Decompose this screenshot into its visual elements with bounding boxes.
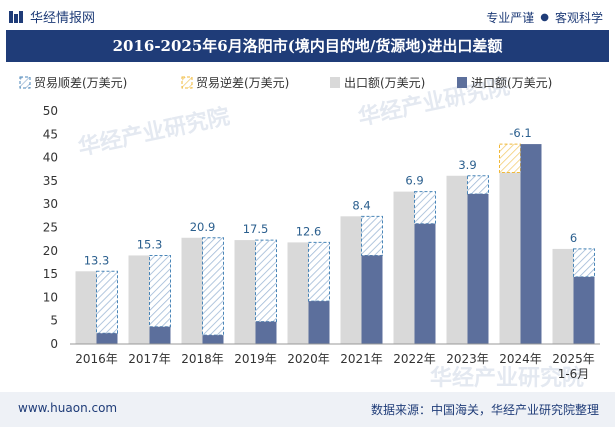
legend-swatch [330,77,340,88]
watermark-text: 华经产业研究院 [76,103,232,160]
export-bar [75,271,97,344]
x-tick-label: 2023年 [446,352,489,366]
export-bar [181,237,203,344]
balance-data-label: 15.3 [137,237,163,251]
trade-surplus-box [255,239,277,323]
trade-surplus-box [573,248,595,278]
legend-label: 出口额(万美元) [344,76,425,90]
chart-area: 华经产业研究院 华经产业研究院 华经产业研究院 贸易顺差(万美元) 贸易逆差(万美… [19,73,600,391]
y-tick-label: 35 [43,174,58,188]
export-bar [499,172,521,344]
import-bar [573,276,595,344]
trade-surplus-box [96,270,118,334]
footer-website-link[interactable]: www.huaon.com [18,401,118,415]
y-axis: 0 5 10 15 20 25 30 35 40 45 50 [43,104,58,351]
slogan-separator: ● [540,12,549,23]
import-bar [255,321,277,344]
legend: 贸易顺差(万美元) 贸易逆差(万美元) 出口额(万美元) 进口额(万美元) [19,75,552,90]
export-bar [128,255,150,344]
balance-data-label: -6.1 [509,126,531,140]
balance-data-label: 20.9 [190,220,216,234]
export-bar [552,248,574,344]
top-bar: 华经情报网 专业严谨 ● 客观科学 [0,0,615,30]
brand[interactable]: 华经情报网 [8,7,95,26]
y-tick-label: 45 [43,127,58,141]
x-tick-label: 2019年 [234,352,277,366]
y-tick-label: 25 [43,221,58,235]
y-tick-label: 0 [50,337,58,351]
x-tick-label: 1-6月 [558,367,590,381]
legend-swatch [19,76,31,89]
import-bar [96,333,118,344]
y-tick-label: 20 [43,244,58,258]
x-tick-label: 2018年 [181,352,224,366]
bars: 13.3 15.3 20.9 17.5 12.6 8.4 6.9 3.9 -6.1 6 [75,126,595,344]
import-bar [467,193,489,344]
x-tick-label: 2016年 [75,352,118,366]
x-tick-label: 2024年 [499,352,542,366]
trade-surplus-box [149,254,171,328]
x-tick-label: 2022年 [393,352,436,366]
huajing-logo-icon [9,10,23,23]
import-bar [202,335,224,344]
x-tick-label: 2020年 [287,352,330,366]
slogan-right: 客观科学 [554,11,603,25]
footer-source: 数据来源：中国海关，华经产业研究院整理 [370,403,599,417]
export-bar [234,240,256,344]
slogan: 专业严谨 ● 客观科学 [486,9,603,26]
footer: www.huaon.com 数据来源：中国海关，华经产业研究院整理 [0,392,615,427]
legend-swatch [457,77,467,88]
x-axis: 2016年 2017年 2018年 2019年 2020年 2021年 2022年 2023年… [70,343,600,381]
y-tick-label: 5 [50,314,58,328]
x-tick-label: 2025年 [552,352,595,366]
import-bar [414,223,436,344]
export-bar [287,242,309,344]
legend-label: 贸易顺差(万美元) [34,76,127,90]
y-tick-label: 50 [43,104,58,118]
chart-title: 2016-2025年6月洛阳市(境内目的地/货源地)进出口差额 [6,30,609,62]
slogan-left: 专业严谨 [486,11,535,25]
watermark-text: 华经产业研究院 [430,365,584,391]
trade-deficit-box [499,143,521,174]
balance-data-label: 3.9 [458,158,476,172]
import-bar [308,301,330,344]
trade-surplus-box [467,175,489,195]
x-tick-label: 2021年 [340,352,383,366]
y-tick-label: 30 [43,197,58,211]
trade-surplus-box [202,237,224,336]
import-bar [520,144,542,344]
trade-surplus-box [414,191,436,225]
export-bar [393,191,415,344]
brand-name: 华经情报网 [30,11,96,26]
trade-surplus-box [308,241,330,302]
balance-data-label: 13.3 [84,253,110,267]
balance-data-label: 6 [570,231,577,245]
export-bar [446,175,468,344]
balance-data-label: 17.5 [243,222,269,236]
balance-data-label: 6.9 [405,174,423,188]
y-tick-label: 10 [43,290,58,304]
import-bar [149,326,171,344]
legend-label: 贸易逆差(万美元) [196,75,289,90]
y-tick-label: 40 [43,151,58,165]
balance-data-label: 8.4 [352,198,370,212]
export-bar [340,216,362,344]
x-tick-label: 2017年 [128,352,171,366]
import-bar [361,255,383,344]
y-tick-label: 15 [43,267,58,281]
balance-data-label: 12.6 [296,224,322,238]
legend-swatch [181,76,193,89]
trade-surplus-box [361,215,383,256]
legend-label: 进口额(万美元) [471,76,552,90]
